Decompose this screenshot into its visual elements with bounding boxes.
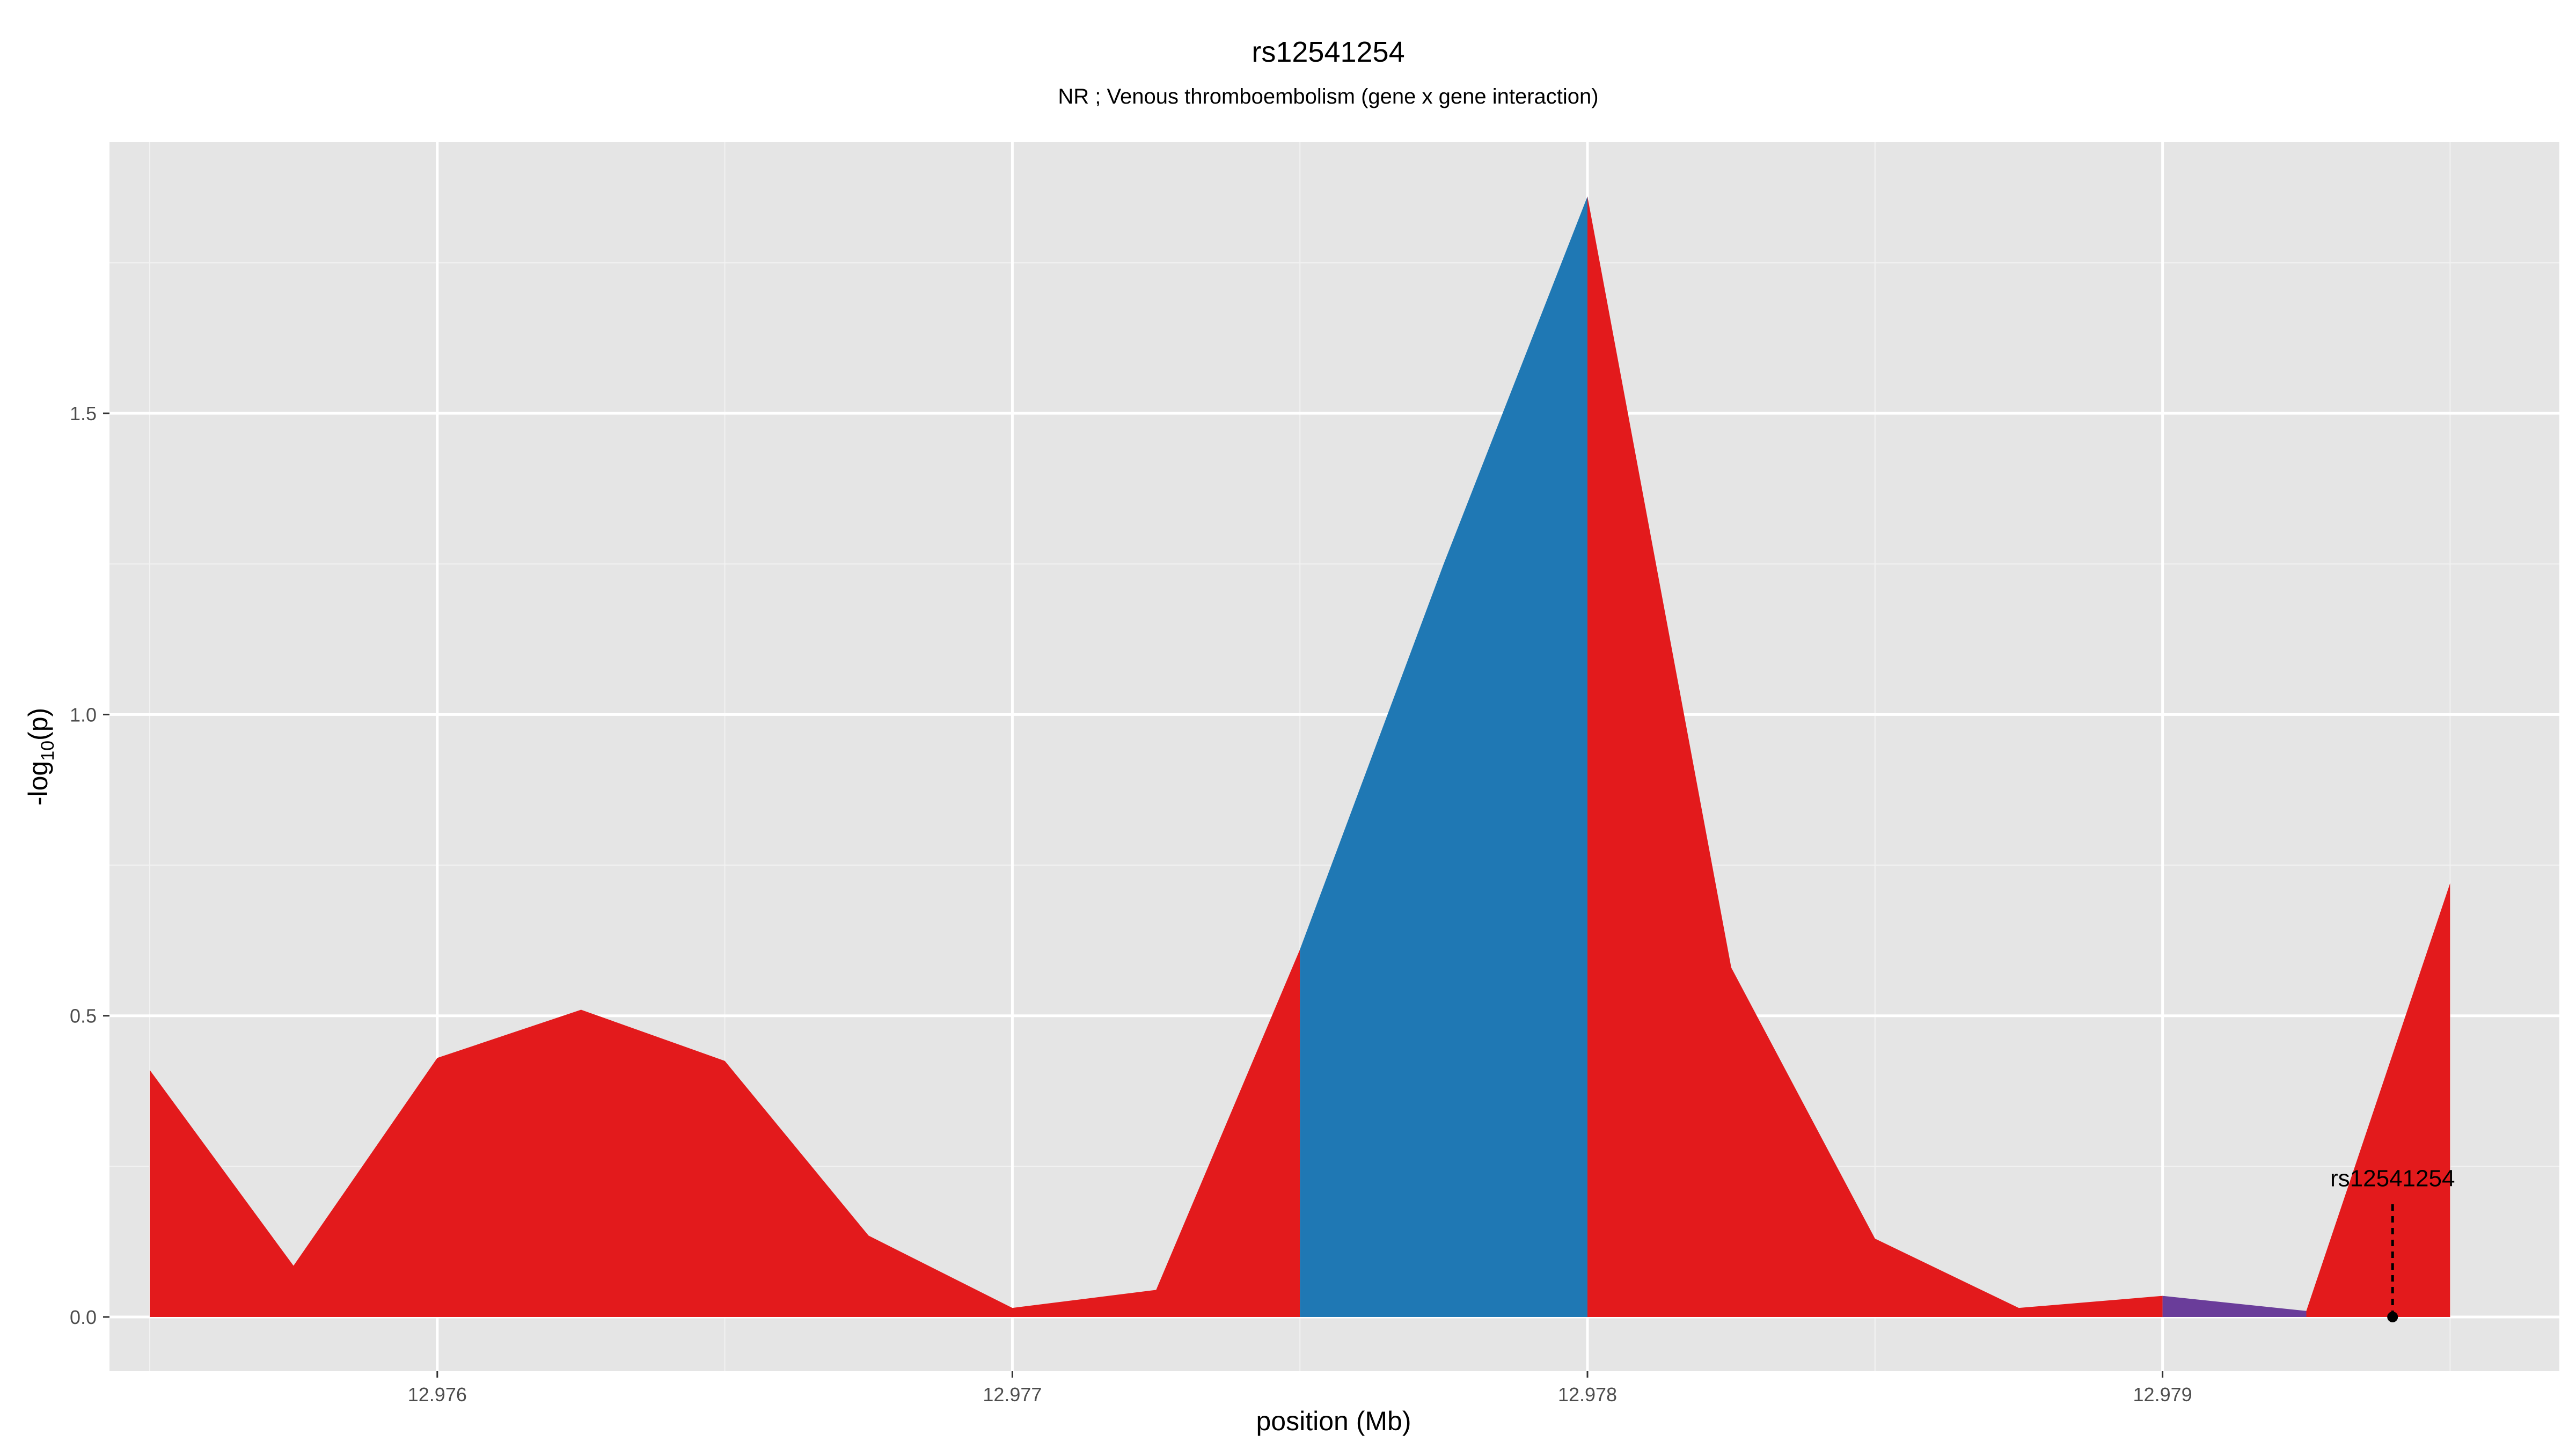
x-tick-label: 12.976: [408, 1384, 467, 1406]
y-tick-label: 0.5: [70, 1005, 97, 1027]
area-segment: [2162, 1296, 2307, 1317]
y-tick-label: 1.0: [70, 704, 97, 726]
y-tick-label: 0.0: [70, 1306, 97, 1328]
y-axis-title-subscript: 10: [38, 741, 58, 761]
annotations: rs12541254: [2330, 1166, 2455, 1322]
y-tick-label: 1.5: [70, 402, 97, 425]
x-tick-label: 12.979: [2133, 1384, 2192, 1406]
annotation-point: [2387, 1311, 2398, 1322]
y-axis-title-prefix: -log: [23, 761, 53, 806]
chart-title: rs12541254: [1252, 36, 1404, 68]
area-segment: [2306, 883, 2450, 1317]
y-axis-title-suffix: (p): [23, 708, 53, 741]
annotation-label: rs12541254: [2330, 1166, 2455, 1192]
x-axis-ticks: 12.976 12.977 12.978 12.979: [408, 1371, 2192, 1406]
x-tick-label: 12.978: [1558, 1384, 1617, 1406]
y-axis-ticks: 0.0 0.5 1.0 1.5: [70, 402, 109, 1328]
area-segment: [1300, 196, 1588, 1317]
x-axis-title: position (Mb): [1256, 1406, 1411, 1436]
y-axis-title: -log10(p): [23, 708, 58, 806]
area-fills: [150, 196, 2450, 1317]
x-tick-label: 12.977: [983, 1384, 1042, 1406]
chart-subtitle: NR ; Venous thromboembolism (gene x gene…: [1058, 85, 1598, 108]
area-segment: [1587, 196, 2163, 1317]
area-segment: [150, 949, 1300, 1317]
